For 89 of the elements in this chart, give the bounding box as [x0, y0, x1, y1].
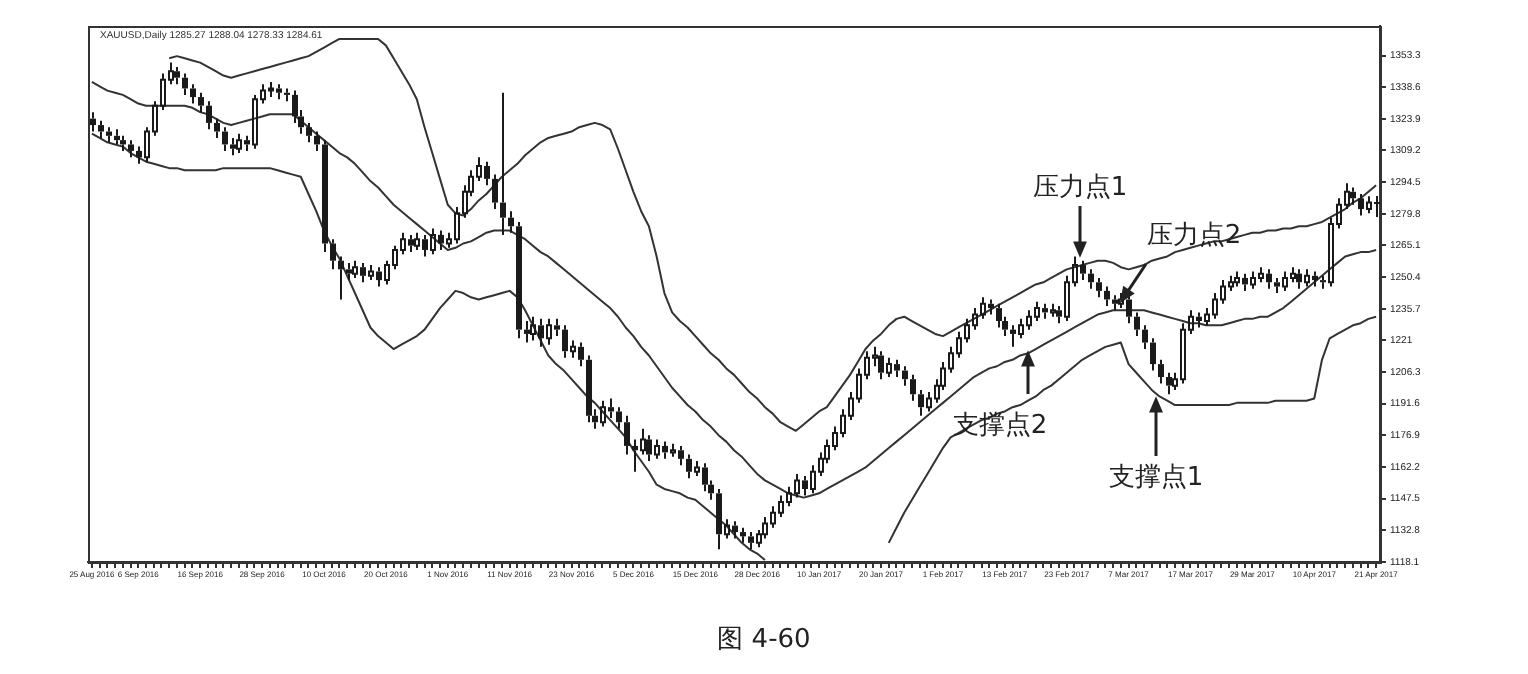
candlestick — [1150, 337, 1156, 372]
candlestick — [740, 526, 746, 544]
candlestick — [120, 134, 126, 152]
candlestick — [902, 365, 908, 387]
candlestick — [732, 520, 738, 540]
candlestick — [894, 358, 900, 379]
candlestick — [182, 72, 188, 96]
candlestick — [198, 91, 204, 114]
annotation: 支撑点1 — [1108, 463, 1204, 494]
candlestick — [562, 324, 568, 359]
candlestick — [1374, 195, 1380, 218]
candlestick — [306, 121, 312, 144]
candlestick — [1158, 358, 1164, 385]
candlestick — [484, 160, 490, 187]
candlestick — [616, 406, 622, 430]
candlestick — [1196, 311, 1202, 329]
candlestick — [632, 438, 638, 473]
candlestick — [802, 475, 808, 497]
candlestick — [1042, 302, 1048, 320]
candlestick — [408, 233, 414, 254]
candlestick — [1274, 276, 1280, 295]
candlestick — [624, 414, 630, 456]
candlestick — [686, 453, 692, 480]
candlestick — [190, 83, 196, 105]
candlestick — [214, 117, 220, 139]
candlestick — [1026, 309, 1032, 331]
candlestick — [996, 302, 1002, 329]
candlestick — [1266, 268, 1272, 290]
candlestick — [284, 87, 290, 103]
candlestick — [330, 238, 336, 271]
candlestick — [524, 320, 530, 344]
candlestick — [230, 136, 236, 157]
candlestick — [492, 173, 498, 211]
candlestick — [360, 261, 366, 284]
caption: 图 4-60 — [717, 625, 811, 655]
candlestick — [1242, 272, 1248, 292]
candlestick — [114, 128, 120, 146]
candlestick — [748, 531, 754, 551]
candlestick — [322, 139, 328, 254]
annotation: 压力点1 — [1032, 173, 1128, 204]
candlestick — [508, 210, 514, 234]
candlestick — [1142, 324, 1148, 351]
candlestick — [678, 444, 684, 467]
candlestick — [516, 220, 522, 340]
candlestick — [276, 83, 282, 101]
candlestick — [1234, 270, 1240, 288]
candlestick — [662, 440, 668, 460]
candlestick — [128, 139, 134, 159]
candlestick — [206, 100, 212, 131]
candlestick — [1080, 259, 1086, 282]
candlestick — [106, 126, 112, 144]
candlestick — [988, 298, 994, 316]
candlestick — [578, 341, 584, 368]
candlestick — [972, 307, 978, 331]
candlestick — [878, 350, 884, 381]
candlestick — [314, 130, 320, 152]
candlestick — [554, 317, 560, 338]
candlestick — [1166, 371, 1172, 396]
candlestick — [438, 229, 444, 251]
candlestick — [1304, 268, 1310, 288]
candlestick — [608, 397, 614, 419]
candlestick — [1350, 186, 1356, 206]
candlestick — [90, 111, 96, 133]
candlestick — [1096, 276, 1102, 299]
candlestick — [918, 388, 924, 417]
candlestick — [1088, 268, 1094, 290]
candlestick — [586, 354, 592, 424]
candlestick — [222, 126, 228, 152]
candlestick — [338, 255, 344, 301]
candlestick — [538, 317, 544, 348]
candlestick — [646, 434, 652, 462]
candlestick — [1010, 324, 1016, 348]
candlestick — [1250, 270, 1256, 290]
candlestick — [422, 233, 428, 258]
candlestick — [174, 65, 180, 86]
candlestick — [716, 488, 722, 551]
candlestick — [376, 266, 382, 288]
candlestick — [1358, 192, 1364, 217]
candlestick — [1104, 285, 1110, 307]
candlestick — [1312, 270, 1318, 288]
candlestick — [1296, 268, 1302, 290]
candlestick — [770, 505, 776, 529]
candlestick — [500, 91, 506, 236]
candlestick — [910, 373, 916, 402]
candlestick — [98, 119, 104, 139]
candlestick — [1112, 294, 1118, 312]
candlestick — [346, 261, 352, 282]
candlestick — [702, 462, 708, 493]
candlestick — [1134, 311, 1140, 338]
